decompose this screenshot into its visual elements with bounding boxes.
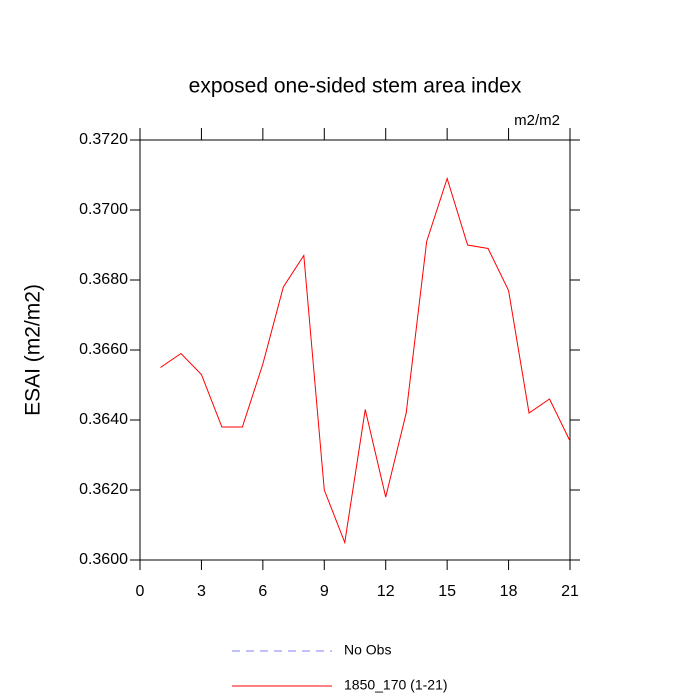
x-tick-label: 3 — [197, 583, 206, 600]
x-tick-label: 21 — [561, 583, 579, 600]
y-tick-label: 0.3640 — [79, 411, 128, 428]
series-line — [160, 176, 571, 545]
units-label: m2/m2 — [514, 112, 560, 129]
y-tick-label: 0.3680 — [79, 271, 128, 288]
x-tick-label: 15 — [438, 583, 456, 600]
plot-frame — [139, 139, 571, 561]
chart-title: exposed one-sided stem area index — [189, 75, 522, 98]
y-tick-label: 0.3700 — [79, 201, 128, 218]
x-tick-label: 18 — [500, 583, 518, 600]
x-tick-label: 0 — [136, 583, 145, 600]
x-tick-label: 6 — [258, 583, 267, 600]
y-tick-label: 0.3660 — [79, 341, 128, 358]
y-tick-label: 0.3620 — [79, 481, 128, 498]
y-tick-label: 0.3600 — [79, 551, 128, 568]
legend-label: 1850_170 (1-21) — [344, 677, 448, 693]
legend-label: No Obs — [344, 642, 391, 658]
x-tick-label: 12 — [377, 583, 395, 600]
x-tick-label: 9 — [320, 583, 329, 600]
y-axis-label: ESAI (m2/m2) — [22, 284, 45, 416]
y-tick-label: 0.3720 — [79, 131, 128, 148]
